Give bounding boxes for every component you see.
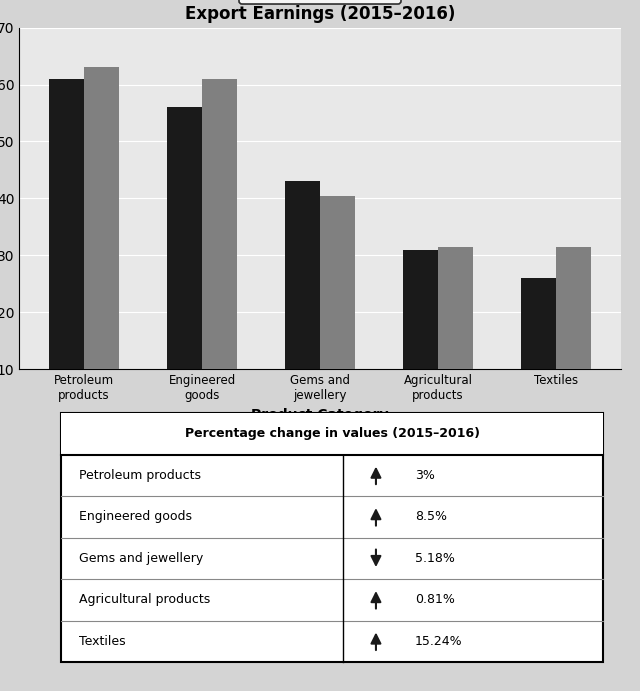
Text: 8.5%: 8.5% bbox=[415, 511, 447, 523]
X-axis label: Product Category: Product Category bbox=[252, 408, 388, 422]
Bar bbox=[285, 181, 320, 426]
Bar bbox=[403, 249, 438, 426]
Bar bbox=[61, 413, 603, 662]
Text: 5.18%: 5.18% bbox=[415, 552, 455, 565]
Bar bbox=[49, 79, 84, 426]
Bar bbox=[320, 196, 355, 426]
Bar bbox=[202, 79, 237, 426]
Text: 15.24%: 15.24% bbox=[415, 635, 463, 647]
Text: 3%: 3% bbox=[415, 469, 435, 482]
Bar bbox=[166, 107, 202, 426]
Text: Agricultural products: Agricultural products bbox=[79, 594, 211, 606]
Text: Gems and jewellery: Gems and jewellery bbox=[79, 552, 204, 565]
Title: Export Earnings (2015–2016): Export Earnings (2015–2016) bbox=[185, 6, 455, 23]
Legend: 2015, 2016: 2015, 2016 bbox=[239, 0, 401, 4]
Bar bbox=[438, 247, 474, 426]
Text: Textiles: Textiles bbox=[79, 635, 126, 647]
Text: 0.81%: 0.81% bbox=[415, 594, 455, 606]
Bar bbox=[84, 68, 120, 426]
Bar bbox=[61, 413, 603, 455]
Bar bbox=[556, 247, 591, 426]
Bar bbox=[520, 278, 556, 426]
Text: Engineered goods: Engineered goods bbox=[79, 511, 193, 523]
Text: Petroleum products: Petroleum products bbox=[79, 469, 202, 482]
Text: Percentage change in values (2015–2016): Percentage change in values (2015–2016) bbox=[184, 428, 479, 440]
